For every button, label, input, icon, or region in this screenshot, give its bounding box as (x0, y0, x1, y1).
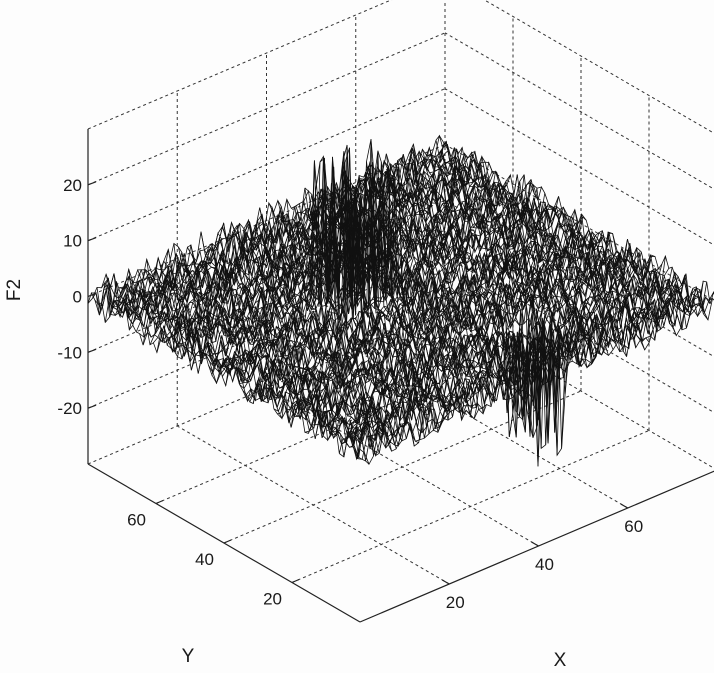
mesh-col-line (431, 149, 704, 316)
y-axis-label: Y (182, 646, 195, 667)
z-tick-mark-20 (87, 181, 97, 186)
mesh-col-line (250, 144, 524, 399)
z-tick-label: -10 (57, 343, 82, 362)
top-back-edge-y (87, 0, 393, 130)
mesh-col-line (403, 151, 677, 336)
mesh-col-line (182, 260, 456, 421)
backwall-y-grid-z-10 (87, 88, 446, 242)
mesh-col-line (92, 289, 365, 459)
mesh-row-line (232, 222, 590, 383)
x-tick-label: 60 (624, 517, 643, 536)
mesh-col-line (209, 244, 483, 410)
tick-layer: -20 -10 0 10 20 20 40 60 20 40 60 (57, 176, 643, 612)
mesh-col-line (133, 279, 406, 447)
x-tick-mark-60 (620, 503, 629, 509)
mesh-col-line (241, 162, 514, 400)
mesh-col-line (123, 281, 397, 449)
floor-grid-x-60 (355, 349, 629, 509)
backwall-y-grid-z-0 (87, 144, 446, 297)
floor-back-edge-x (444, 311, 714, 469)
backwall-x-grid-z-20 (444, 32, 714, 190)
x-axis-line (359, 470, 714, 623)
mesh-col-line (159, 260, 433, 434)
mesh-col-line (390, 157, 664, 324)
mesh-col-line (110, 273, 383, 457)
y-tick-mark-40 (223, 539, 232, 544)
mesh-col-line (178, 246, 451, 419)
z-tick-mark-10 (87, 237, 97, 242)
mesh-col-line (150, 257, 424, 440)
mesh-row-line (135, 161, 494, 333)
floor-grid-y-40 (223, 390, 582, 544)
mesh-col-line (168, 253, 442, 433)
x-tick-mark-40 (531, 541, 539, 547)
mesh-col-line (96, 284, 370, 465)
x-tick-label: 20 (446, 593, 465, 612)
mesh-col-line (218, 188, 492, 407)
mesh-col-line (426, 150, 700, 315)
x-tick-mark-20 (441, 579, 450, 585)
mesh-col-line (272, 209, 546, 375)
floor-grid-y-60 (155, 351, 514, 504)
backwall-x-grid-z-10 (444, 88, 714, 246)
mesh-row-line (87, 139, 446, 304)
mesh-row-line (290, 251, 649, 428)
mesh-col-line (87, 291, 361, 461)
mesh-col-line (331, 185, 605, 358)
mesh-col-line (214, 160, 487, 414)
x-axis-label: X (554, 650, 567, 671)
mesh-col-line (394, 163, 668, 333)
mesh-col-line (191, 247, 465, 409)
mesh-col-line (336, 182, 609, 356)
backwall-x-grid-z--20 (444, 255, 714, 414)
mesh-row-line (270, 239, 628, 404)
mesh-col-line (223, 155, 496, 403)
z-axis-label: F2 (4, 279, 25, 301)
mesh-col-line (422, 146, 695, 313)
y-tick-label: 40 (195, 550, 214, 569)
y-tick-label: 60 (127, 511, 146, 530)
floor-grid-y-20 (291, 430, 650, 583)
z-tick-label: 20 (63, 176, 82, 195)
mesh-col-line (173, 243, 447, 430)
mesh-col-line (164, 249, 438, 432)
mesh-col-line (119, 285, 392, 452)
top-back-edge-x (483, 0, 714, 134)
y-tick-label: 20 (263, 590, 282, 609)
y-tick-mark-60 (155, 499, 164, 505)
z-tick-mark--20 (87, 404, 97, 409)
backwall-x-grid-z-0 (444, 144, 714, 302)
mesh-col-line (101, 277, 374, 456)
y-tick-mark-20 (291, 578, 300, 584)
x-tick-label: 40 (535, 555, 554, 574)
z-tick-mark-0 (87, 292, 97, 298)
mesh-col-line (187, 244, 460, 417)
surface-mesh (87, 134, 714, 467)
mesh-col-line (254, 172, 528, 394)
mesh-col-line (259, 161, 533, 390)
backwall-y-grid-z-20 (87, 32, 446, 186)
z-tick-label: 0 (73, 288, 82, 307)
z-tick-mark--10 (87, 348, 97, 353)
z-tick-label: 10 (63, 232, 82, 251)
z-tick-label: -20 (57, 399, 82, 418)
mesh-col-line (200, 231, 474, 416)
mesh-col-line (263, 139, 537, 375)
mesh-col-line (444, 146, 714, 307)
